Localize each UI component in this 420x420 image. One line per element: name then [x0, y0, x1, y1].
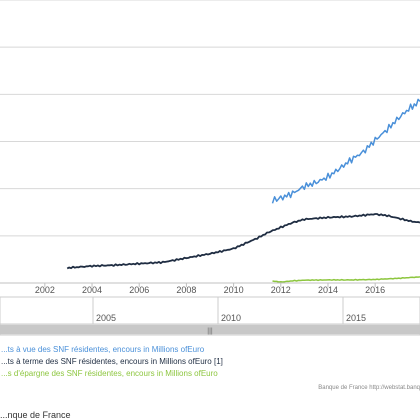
x-tick-label: 2002 — [35, 285, 55, 295]
legend-item-2[interactable]: ...ts à terme des SNF résidentes, encour… — [1, 357, 223, 366]
x-tick-label: 2008 — [176, 285, 196, 295]
series-line-1[interactable] — [271, 98, 420, 204]
navigator-timeline: 2005 2010 2015 — [92, 297, 366, 324]
navigator-label: 2010 — [221, 313, 241, 323]
x-tick-label: 2016 — [365, 285, 385, 295]
x-axis: 2002 2004 2006 2008 2010 2012 2014 2016 — [0, 282, 420, 295]
series-line-2[interactable] — [66, 213, 420, 270]
x-tick-label: 2012 — [271, 285, 291, 295]
x-tick-label: 2004 — [82, 285, 102, 295]
navigator-label: 2005 — [96, 313, 116, 323]
navigator[interactable]: 2005 2010 2015 ||| — [0, 296, 420, 336]
x-tick-label: 2014 — [318, 285, 338, 295]
x-tick-label: 2010 — [224, 285, 244, 295]
legend: ...ts à vue des SNF résidentes, encours … — [0, 344, 420, 380]
plot-area — [66, 98, 420, 283]
source-label: ...nque de France — [0, 410, 71, 420]
series-line-3[interactable] — [272, 276, 420, 283]
grid — [0, 0, 420, 237]
legend-item-1[interactable]: ...ts à vue des SNF résidentes, encours … — [1, 345, 205, 354]
navigator-scrollbar-thumb[interactable] — [0, 325, 420, 334]
line-chart: 2002 2004 2006 2008 2010 2012 2014 2016 2005 201… — [0, 0, 420, 336]
credits[interactable]: Banque de France http://webstat.banq — [318, 385, 420, 391]
navigator-label: 2015 — [346, 313, 366, 323]
scrollbar-grip-icon[interactable]: ||| — [207, 328, 213, 335]
legend-item-3[interactable]: ...s d'épargne des SNF résidentes, encou… — [1, 369, 218, 378]
x-tick-label: 2006 — [129, 285, 149, 295]
